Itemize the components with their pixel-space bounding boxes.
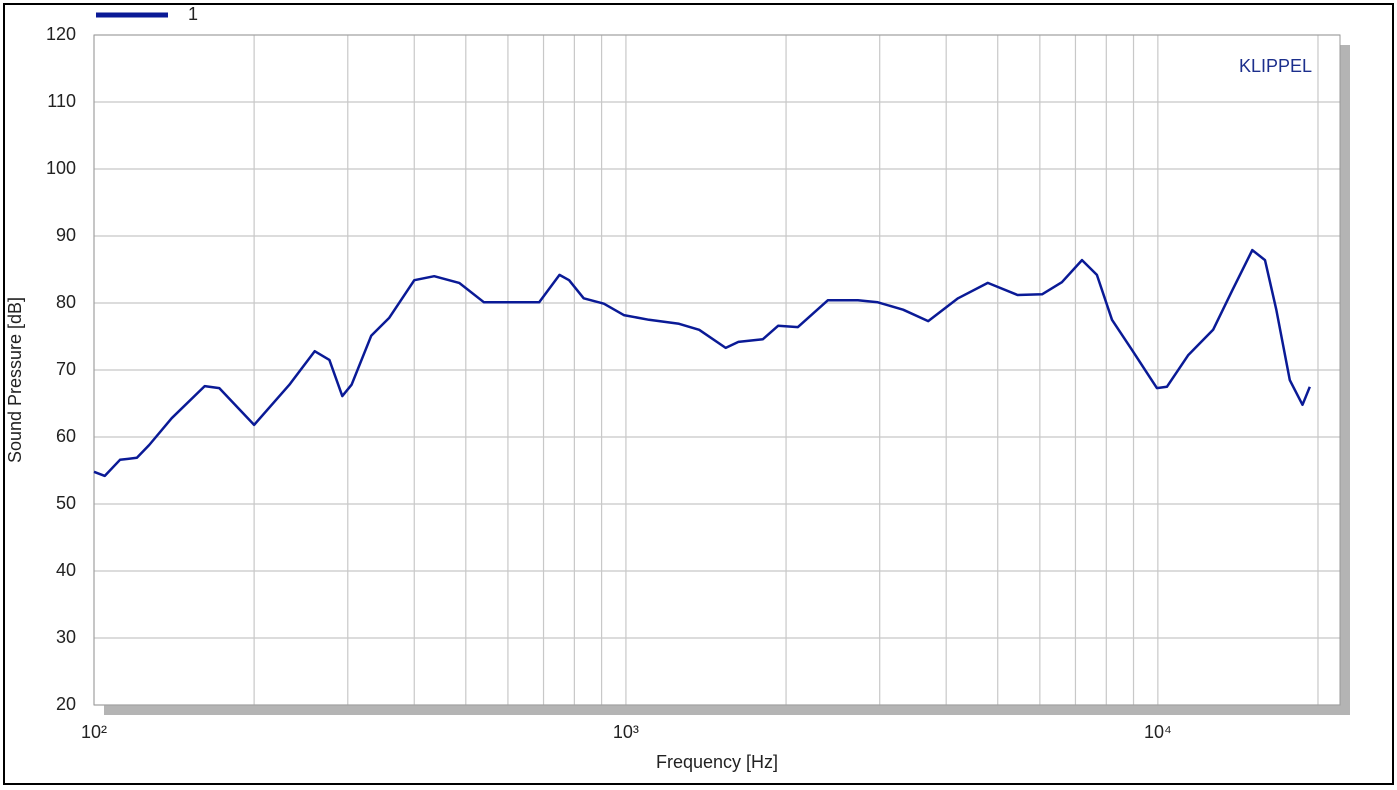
y-tick-label: 60	[56, 426, 76, 446]
x-tick-label: 10³	[613, 722, 639, 742]
y-tick-label: 100	[46, 158, 76, 178]
y-axis-label: Sound Pressure [dB]	[5, 297, 25, 463]
x-axis-label: Frequency [Hz]	[656, 752, 778, 772]
y-tick-label: 110	[47, 91, 76, 111]
shadow	[1340, 45, 1350, 715]
x-tick-label: 10²	[81, 722, 107, 742]
shadow	[104, 705, 1350, 715]
y-tick-label: 70	[56, 359, 76, 379]
y-tick-label: 40	[56, 560, 76, 580]
y-tick-label: 30	[56, 627, 76, 647]
annotation: KLIPPEL	[1239, 56, 1312, 76]
y-tick-label: 50	[56, 493, 76, 513]
y-tick-label: 20	[56, 694, 76, 714]
y-tick-label: 90	[56, 225, 76, 245]
y-tick-label: 120	[46, 24, 76, 44]
line	[93, 248, 1311, 478]
x-tick-label: 10⁴	[1144, 722, 1172, 742]
y-tick-label: 80	[56, 292, 76, 312]
plot-border	[93, 34, 1341, 706]
frame	[3, 3, 1394, 785]
legend-label: 1	[188, 4, 198, 24]
